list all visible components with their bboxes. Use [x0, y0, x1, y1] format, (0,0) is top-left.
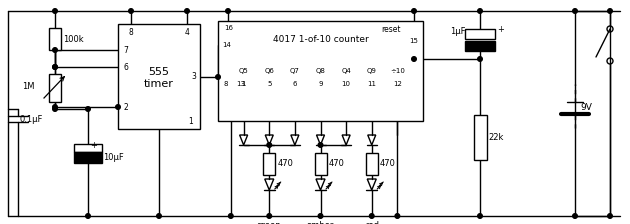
- Text: reset: reset: [381, 24, 401, 34]
- Circle shape: [226, 9, 231, 13]
- Text: 2: 2: [123, 103, 128, 112]
- Text: 6: 6: [292, 81, 297, 87]
- Text: timer: timer: [144, 78, 174, 88]
- Text: 6: 6: [123, 62, 128, 71]
- Text: 9: 9: [318, 81, 323, 87]
- Circle shape: [267, 143, 272, 147]
- Bar: [314, 153, 326, 175]
- Circle shape: [86, 214, 90, 218]
- Text: 22k: 22k: [488, 133, 504, 142]
- Circle shape: [573, 9, 577, 13]
- Text: 100k: 100k: [63, 34, 84, 43]
- Text: Q9: Q9: [367, 68, 377, 74]
- Text: 0.1μF: 0.1μF: [20, 114, 43, 123]
- Circle shape: [608, 214, 612, 218]
- Text: Q5: Q5: [239, 68, 248, 74]
- Text: 16: 16: [224, 25, 233, 31]
- Circle shape: [478, 57, 483, 61]
- Circle shape: [411, 9, 416, 13]
- Circle shape: [53, 65, 57, 69]
- Circle shape: [573, 214, 577, 218]
- Circle shape: [129, 9, 134, 13]
- Bar: [263, 153, 275, 175]
- Bar: [49, 74, 61, 102]
- Circle shape: [215, 75, 220, 79]
- Text: 3: 3: [191, 72, 196, 81]
- Bar: [465, 41, 495, 51]
- Text: 11: 11: [367, 81, 376, 87]
- Text: 5: 5: [267, 81, 272, 87]
- Circle shape: [53, 107, 57, 111]
- Circle shape: [116, 105, 120, 109]
- Circle shape: [267, 214, 272, 218]
- Circle shape: [478, 9, 483, 13]
- Text: Q6: Q6: [265, 68, 274, 74]
- Bar: [474, 115, 486, 160]
- Circle shape: [53, 48, 57, 52]
- Circle shape: [608, 9, 612, 13]
- Text: Q7: Q7: [290, 68, 300, 74]
- Text: 13: 13: [236, 81, 245, 87]
- Text: 10μF: 10μF: [103, 153, 123, 162]
- Bar: [218, 21, 423, 121]
- Text: 12: 12: [393, 81, 402, 87]
- Text: amber: amber: [307, 220, 334, 224]
- Text: 1: 1: [188, 116, 193, 125]
- Text: 555: 555: [149, 67, 169, 77]
- Text: 470: 470: [328, 159, 345, 168]
- Text: 10: 10: [341, 81, 351, 87]
- Circle shape: [86, 107, 90, 111]
- Circle shape: [369, 214, 374, 218]
- Text: 1μF: 1μF: [450, 26, 466, 35]
- Text: 8: 8: [129, 28, 134, 37]
- Text: 9V: 9V: [580, 103, 592, 112]
- Bar: [118, 24, 200, 129]
- Circle shape: [411, 57, 416, 61]
- Circle shape: [318, 143, 323, 147]
- Text: ÷10: ÷10: [390, 68, 405, 74]
- Text: 15: 15: [409, 38, 418, 44]
- Text: Q8: Q8: [316, 68, 326, 74]
- Bar: [74, 144, 102, 152]
- Circle shape: [478, 214, 483, 218]
- Circle shape: [53, 105, 57, 109]
- Circle shape: [53, 65, 57, 69]
- Circle shape: [157, 214, 161, 218]
- Circle shape: [53, 9, 57, 13]
- Text: 1: 1: [241, 81, 246, 87]
- Bar: [74, 152, 102, 163]
- Bar: [366, 153, 378, 175]
- Text: 470: 470: [380, 159, 396, 168]
- Text: 4017 1-of-10 counter: 4017 1-of-10 counter: [273, 34, 369, 43]
- Bar: [465, 29, 495, 39]
- Text: red: red: [365, 220, 379, 224]
- Text: +: +: [90, 142, 97, 151]
- Text: 470: 470: [277, 159, 293, 168]
- Bar: [49, 28, 61, 50]
- Circle shape: [318, 214, 323, 218]
- Text: Q4: Q4: [341, 68, 351, 74]
- Text: 1M: 1M: [23, 82, 35, 90]
- Text: green: green: [257, 220, 282, 224]
- Text: +: +: [497, 24, 504, 34]
- Text: 8: 8: [224, 81, 229, 87]
- Circle shape: [395, 214, 399, 218]
- Text: 7: 7: [123, 45, 128, 54]
- Circle shape: [185, 9, 189, 13]
- Text: 4: 4: [185, 28, 190, 37]
- Text: 14: 14: [222, 42, 231, 48]
- Circle shape: [229, 214, 233, 218]
